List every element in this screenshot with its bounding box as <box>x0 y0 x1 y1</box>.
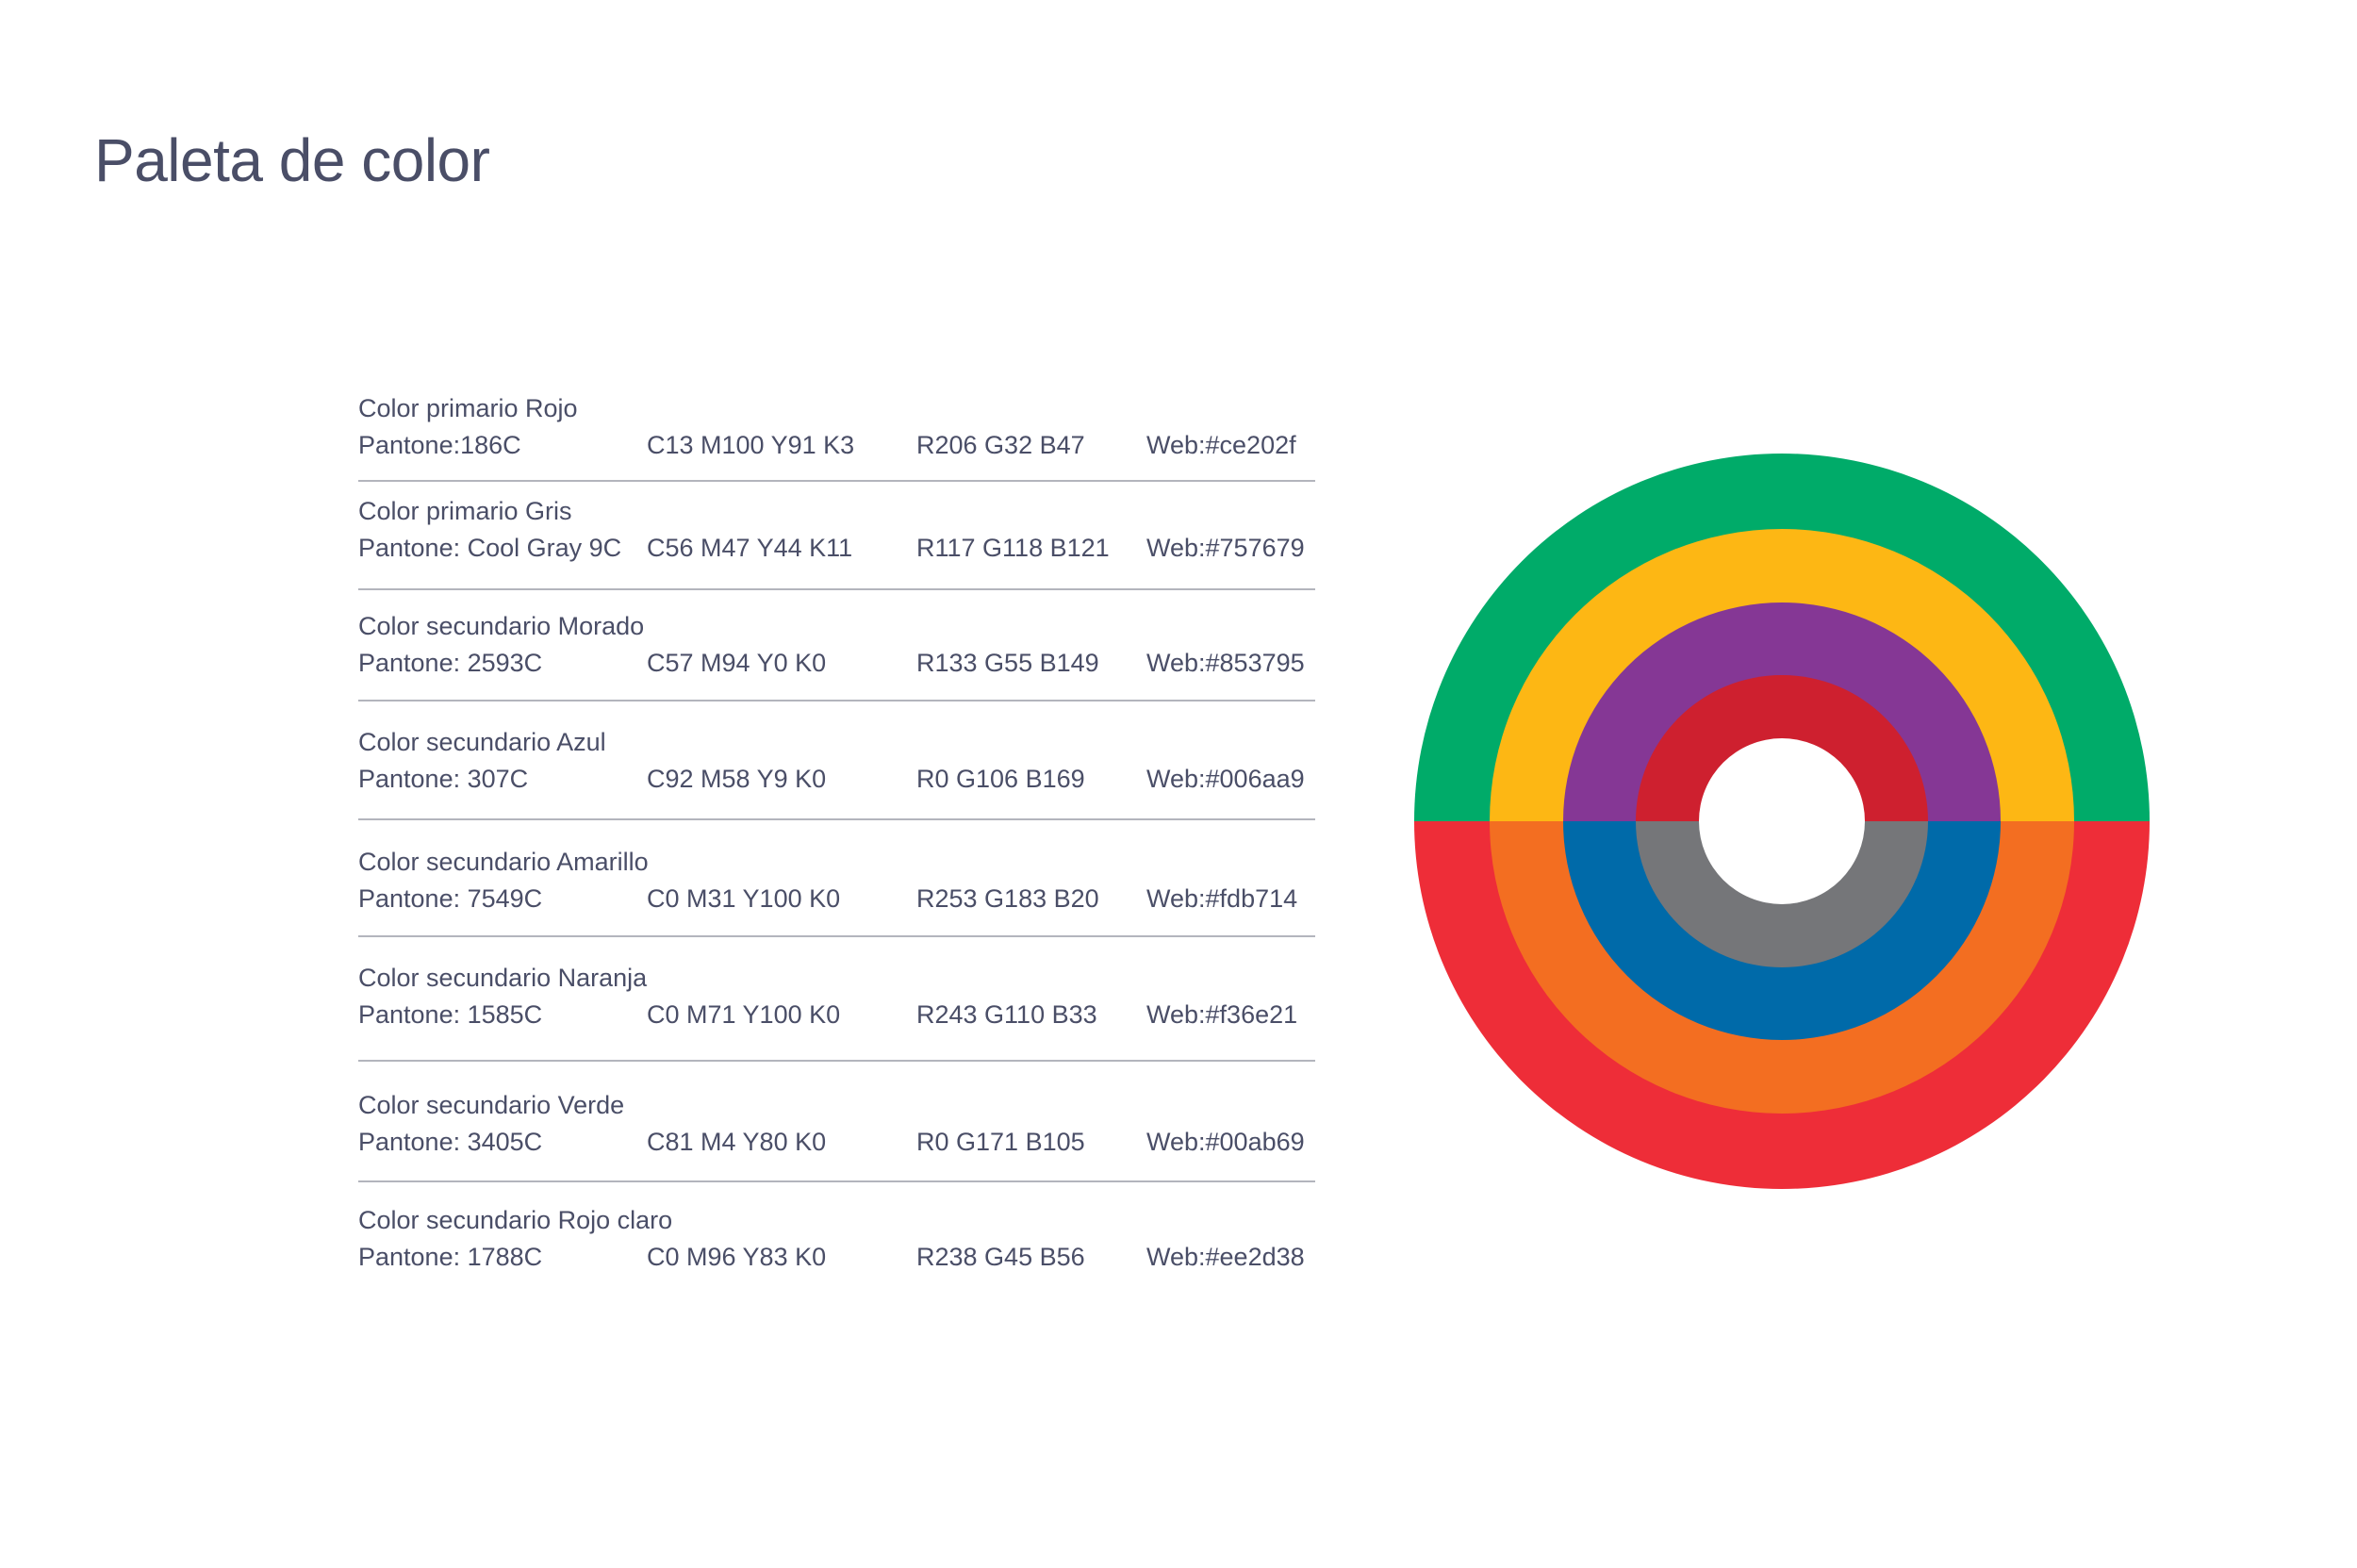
color-values: Pantone:186C C13 M100 Y91 K3 R206 G32 B4… <box>358 433 1315 463</box>
cmyk-values: C92 M58 Y9 K0 <box>647 765 827 793</box>
color-values: Pantone: 1788C C0 M96 Y83 K0 R238 G45 B5… <box>358 1245 1315 1275</box>
cmyk-values: C13 M100 Y91 K3 <box>647 431 855 459</box>
color-name: Color secundario Naranja <box>358 964 648 992</box>
web-hex: Web:#00ab69 <box>1146 1128 1305 1156</box>
web-hex: Web:#853795 <box>1146 649 1305 677</box>
row-divider <box>358 1060 1315 1062</box>
color-name: Color secundario Morado <box>358 612 645 640</box>
cmyk-values: C57 M94 Y0 K0 <box>647 649 827 677</box>
color-values: Pantone: 3405C C81 M4 Y80 K0 R0 G171 B10… <box>358 1130 1315 1160</box>
pantone-code: Pantone: 1788C <box>358 1243 543 1271</box>
pantone-code: Pantone: 307C <box>358 765 529 793</box>
pantone-code: Pantone: 1585C <box>358 1000 543 1029</box>
web-hex: Web:#fdb714 <box>1146 884 1298 913</box>
color-name: Color primario Gris <box>358 497 572 525</box>
web-hex: Web:#757679 <box>1146 534 1305 562</box>
rgb-values: R133 G55 B149 <box>916 649 1099 677</box>
pantone-code: Pantone:186C <box>358 431 521 459</box>
pantone-code: Pantone: Cool Gray 9C <box>358 534 622 562</box>
color-palette-table: Color primario Rojo Pantone:186C C13 M10… <box>358 0 1315 1568</box>
color-name: Color secundario Rojo claro <box>358 1206 673 1234</box>
cmyk-values: C0 M71 Y100 K0 <box>647 1000 841 1029</box>
color-values: Pantone: 1585C C0 M71 Y100 K0 R243 G110 … <box>358 1002 1315 1032</box>
color-name: Color secundario Amarillo <box>358 848 649 876</box>
web-hex: Web:#ce202f <box>1146 431 1296 459</box>
color-values: Pantone: Cool Gray 9C C56 M47 Y44 K11 R1… <box>358 536 1315 566</box>
color-values: Pantone: 307C C92 M58 Y9 K0 R0 G106 B169… <box>358 767 1315 797</box>
row-divider <box>358 1180 1315 1182</box>
rgb-values: R238 G45 B56 <box>916 1243 1085 1271</box>
color-rings-graphic <box>1414 454 2150 1189</box>
rgb-values: R206 G32 B47 <box>916 431 1085 459</box>
color-values: Pantone: 2593C C57 M94 Y0 K0 R133 G55 B1… <box>358 651 1315 681</box>
rgb-values: R117 G118 B121 <box>916 534 1110 562</box>
color-name: Color secundario Azul <box>358 728 606 756</box>
row-divider <box>358 700 1315 701</box>
web-hex: Web:#f36e21 <box>1146 1000 1298 1029</box>
pantone-code: Pantone: 3405C <box>358 1128 543 1156</box>
ring-center-hole <box>1699 738 1865 904</box>
rgb-values: R253 G183 B20 <box>916 884 1099 913</box>
color-values: Pantone: 7549C C0 M31 Y100 K0 R253 G183 … <box>358 886 1315 916</box>
row-divider <box>358 480 1315 482</box>
rgb-values: R0 G171 B105 <box>916 1128 1085 1156</box>
color-name: Color secundario Verde <box>358 1091 625 1119</box>
pantone-code: Pantone: 7549C <box>358 884 543 913</box>
rgb-values: R243 G110 B33 <box>916 1000 1097 1029</box>
rgb-values: R0 G106 B169 <box>916 765 1085 793</box>
row-divider <box>358 818 1315 820</box>
web-hex: Web:#ee2d38 <box>1146 1243 1305 1271</box>
row-divider <box>358 588 1315 590</box>
row-divider <box>358 935 1315 937</box>
cmyk-values: C81 M4 Y80 K0 <box>647 1128 827 1156</box>
color-name: Color primario Rojo <box>358 394 578 422</box>
cmyk-values: C0 M96 Y83 K0 <box>647 1243 827 1271</box>
cmyk-values: C56 M47 Y44 K11 <box>647 534 853 562</box>
page-title: Paleta de color <box>94 126 490 194</box>
cmyk-values: C0 M31 Y100 K0 <box>647 884 841 913</box>
pantone-code: Pantone: 2593C <box>358 649 543 677</box>
web-hex: Web:#006aa9 <box>1146 765 1305 793</box>
